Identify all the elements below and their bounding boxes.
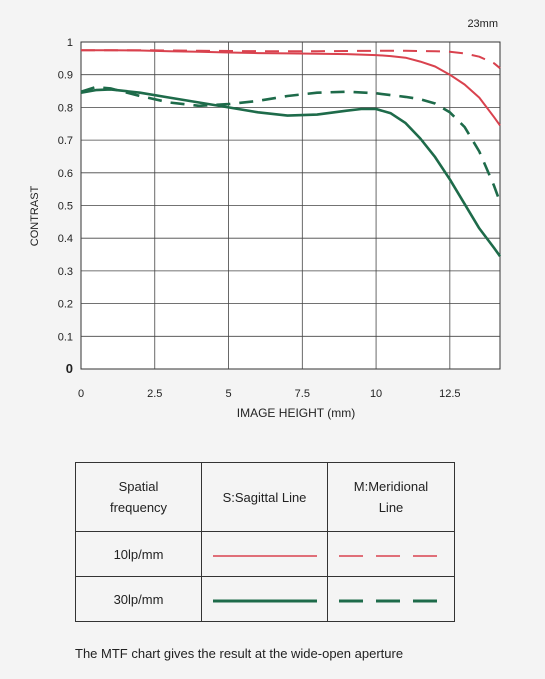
chart-series — [80, 49, 502, 257]
series-line-4 — [80, 85, 502, 203]
legend-10lp-meridional-swatch — [339, 554, 443, 557]
x-tick-label: 2.5 — [147, 388, 162, 400]
chart-grid — [80, 41, 501, 370]
y-tick-label: 0.7 — [58, 135, 73, 147]
y-tick-label: 0.1 — [58, 331, 73, 343]
header-spatial-frequency: Spatial frequency — [75, 462, 202, 532]
legend-30lp-sagittal-swatch — [212, 599, 317, 602]
mtf-chart: 00.10.20.30.40.50.60.70.80.910 2.5 5 7.5 10 1… — [29, 18, 502, 420]
y-tick-label: 0.9 — [58, 70, 73, 82]
row-30lp-label: 30lp/mm — [75, 576, 202, 622]
x-tick-label: 10 — [370, 388, 382, 400]
y-tick-label: 0.4 — [58, 233, 73, 245]
chart-title: 23mm — [467, 18, 498, 30]
y-tick-label: 1 — [67, 37, 73, 49]
header-sagittal: S:Sagittal Line — [201, 462, 328, 532]
legend-30lp-meridional-swatch — [339, 599, 443, 602]
caption: The MTF chart gives the result at the wi… — [75, 646, 404, 661]
legend-10lp-sagittal-swatch — [212, 554, 317, 557]
legend-10lp-meridional — [327, 531, 455, 577]
x-tick-label: 12.5 — [439, 388, 460, 400]
series-line-3 — [80, 88, 502, 257]
y-tick-label: 0.5 — [58, 201, 73, 213]
x-tick-label: 0 — [78, 388, 84, 400]
row-10lp-label: 10lp/mm — [75, 531, 202, 577]
legend-table: Spatial frequency S:Sagittal Line M:Meri… — [75, 462, 455, 622]
x-axis-label: IMAGE HEIGHT (mm) — [237, 406, 355, 420]
y-tick-label: 0.6 — [58, 168, 73, 180]
series-line-2 — [81, 49, 501, 69]
legend-30lp-sagittal — [201, 576, 328, 622]
x-tick-label: 7.5 — [295, 388, 310, 400]
y-tick-label: 0 — [66, 361, 73, 376]
legend-30lp-meridional — [327, 576, 455, 622]
x-tick-label: 5 — [225, 388, 231, 400]
y-tick-label: 0.8 — [58, 102, 73, 114]
header-meridional: M:Meridional Line — [327, 462, 455, 532]
legend-10lp-sagittal — [201, 531, 328, 577]
y-axis-label: CONTRAST — [29, 185, 41, 246]
chart-ticks: 00.10.20.30.40.50.60.70.80.910 2.5 5 7.5 10 1… — [58, 37, 461, 400]
y-tick-label: 0.3 — [58, 266, 73, 278]
y-tick-label: 0.2 — [58, 299, 73, 311]
